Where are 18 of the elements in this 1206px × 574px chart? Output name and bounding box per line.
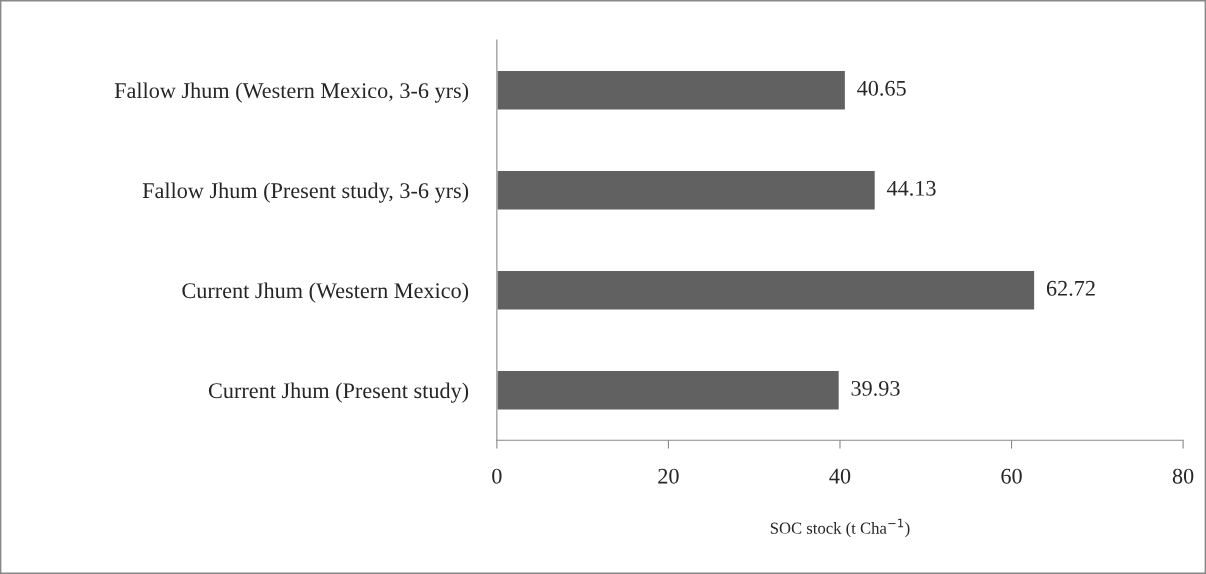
bar — [496, 69, 847, 111]
data-label: 62.72 — [1046, 280, 1095, 296]
bar — [496, 369, 841, 411]
data-label: 40.65 — [857, 80, 906, 96]
data-label: 39.93 — [851, 380, 900, 396]
x-tick-label: 40 — [829, 468, 851, 484]
x-axis-title: SOC stock (t Cha$^{−1}$) — [770, 518, 910, 538]
bar — [496, 169, 877, 211]
bar — [496, 269, 1036, 311]
y-tick-label: Current Jhum (Present study) — [208, 382, 469, 403]
data-label: 44.13 — [886, 180, 936, 196]
x-tick-label: 80 — [1172, 468, 1194, 484]
x-tick-label: 20 — [658, 468, 679, 484]
y-tick-label: Fallow Jhum (Present study, 3-6 yrs) — [142, 182, 469, 203]
y-tick-label: Current Jhum (Western Mexico) — [182, 282, 469, 303]
x-tick-label: 0 — [492, 468, 502, 484]
x-tick-label: 60 — [1001, 468, 1022, 484]
y-tick-label: Fallow Jhum (Western Mexico, 3-6 yrs) — [114, 82, 469, 103]
